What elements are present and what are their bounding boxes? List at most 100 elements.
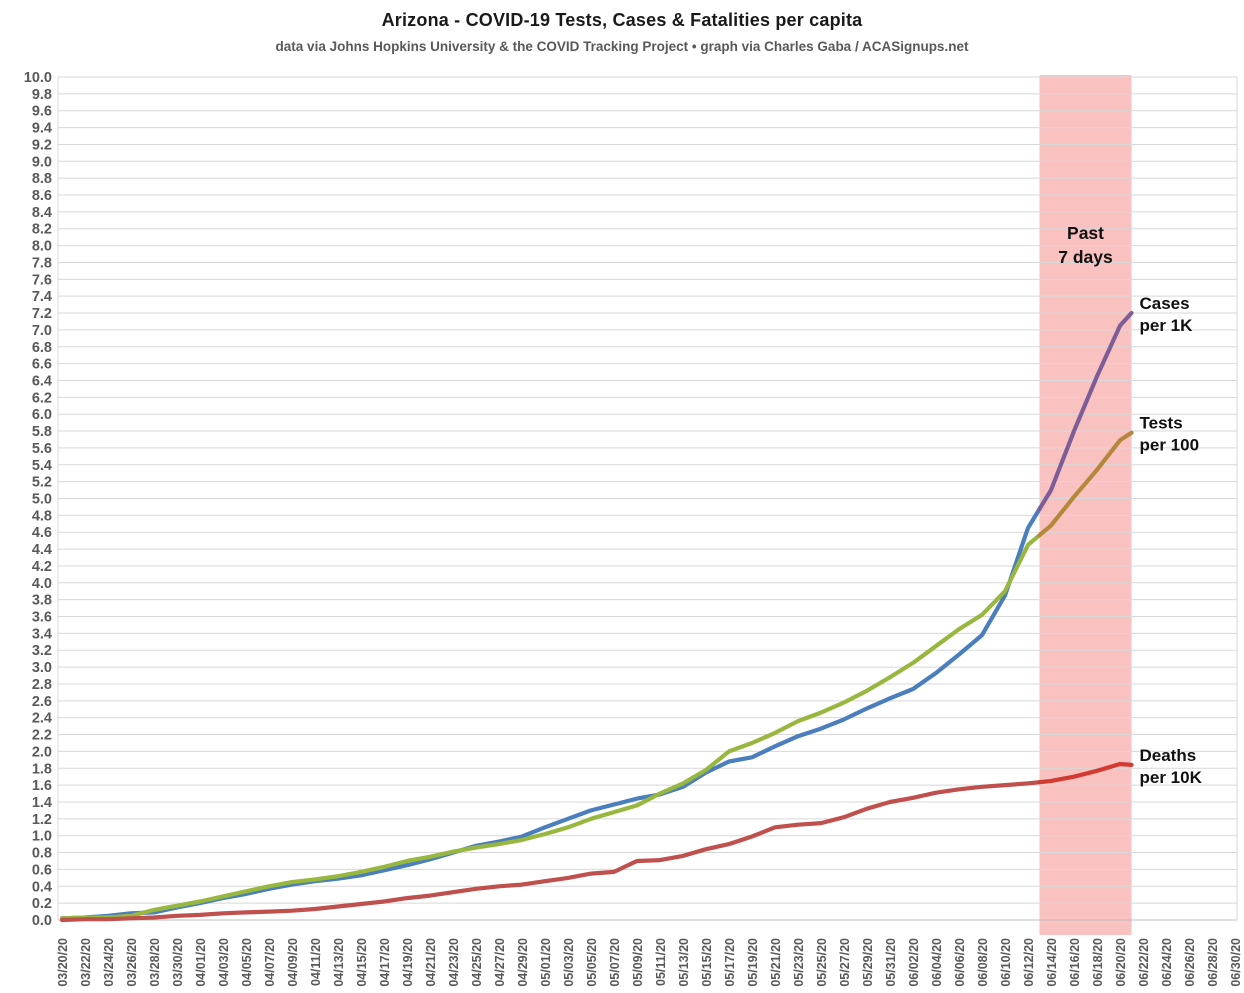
y-axis-label: 4.2 [32, 559, 52, 575]
y-axis-label: 4.8 [32, 508, 52, 524]
x-axis-label: 05/25/20 [815, 938, 829, 987]
highlight-band-label: Past 7 days [1058, 223, 1113, 267]
x-axis-label: 04/29/20 [516, 938, 530, 987]
y-axis-label: 5.8 [32, 424, 52, 440]
x-axis-label: 04/05/20 [240, 938, 254, 987]
x-axis-label: 05/11/20 [654, 938, 668, 986]
y-axis-label: 9.2 [32, 137, 52, 153]
y-axis-label: 6.2 [32, 390, 52, 406]
x-axis-label: 04/15/20 [355, 938, 369, 987]
y-axis-label: 8.0 [32, 239, 52, 255]
y-axis-label: 3.8 [32, 593, 52, 609]
x-axis-label: 06/24/20 [1160, 938, 1174, 987]
x-axis-label: 04/23/20 [447, 938, 461, 987]
y-axis-label: 1.0 [32, 829, 52, 845]
x-axis-label: 05/23/20 [792, 938, 806, 987]
series-line-cases [59, 506, 1042, 921]
x-axis-label: 04/11/20 [309, 938, 323, 986]
x-axis-label: 05/19/20 [746, 938, 760, 987]
x-axis-label: 06/26/20 [1183, 938, 1197, 987]
y-axis-label: 6.8 [32, 340, 52, 356]
y-axis-label: 3.2 [32, 643, 52, 659]
y-axis-label: 4.0 [32, 576, 52, 592]
y-axis-label: 2.2 [32, 728, 52, 744]
y-axis-label: 1.4 [32, 795, 52, 811]
y-axis-label: 2.6 [32, 694, 52, 710]
y-axis-label: 0.0 [32, 913, 52, 929]
x-axis-label: 03/26/20 [125, 938, 139, 987]
x-axis-label: 03/20/20 [56, 938, 70, 987]
y-axis-label: 9.0 [32, 154, 52, 170]
x-axis-label: 05/13/20 [677, 938, 691, 987]
x-axis-label: 06/20/20 [1114, 938, 1128, 987]
x-axis-label: 06/22/20 [1137, 938, 1151, 987]
y-axis-label: 7.8 [32, 255, 52, 271]
y-axis-label: 3.0 [32, 660, 52, 676]
y-axis-label: 3.6 [32, 610, 52, 626]
y-axis-label: 2.8 [32, 677, 52, 693]
y-axis-label: 8.4 [32, 205, 52, 221]
x-axis-label: 05/07/20 [608, 938, 622, 987]
series-label-tests: Tests per 100 [1140, 414, 1200, 455]
y-axis-label: 0.4 [32, 879, 52, 895]
y-axis-label: 5.0 [32, 492, 52, 508]
series-label-deaths: Deaths per 10K [1140, 746, 1203, 787]
x-axis-label: 06/10/20 [999, 938, 1013, 987]
x-axis-label: 06/06/20 [953, 938, 967, 987]
y-axis-label: 9.4 [32, 121, 52, 137]
y-axis-label: 7.0 [32, 323, 52, 339]
x-axis-label: 05/03/20 [562, 938, 576, 987]
y-axis-label: 5.4 [32, 458, 52, 474]
series-line-tests [59, 533, 1042, 921]
x-axis-label: 05/21/20 [769, 938, 783, 987]
series-label-cases: Cases per 1K [1140, 294, 1194, 335]
y-axis-label: 6.4 [32, 373, 52, 389]
y-axis-label: 1.2 [32, 812, 52, 828]
x-axis-label: 06/12/20 [1022, 938, 1036, 987]
y-axis-label: 0.8 [32, 846, 52, 862]
x-axis-label: 03/24/20 [102, 938, 116, 987]
x-axis-label: 04/17/20 [378, 938, 392, 987]
x-axis-label: 04/07/20 [263, 938, 277, 987]
y-axis-label: 4.4 [32, 542, 52, 558]
chart-subtitle: data via Johns Hopkins University & the … [275, 39, 969, 54]
y-axis-label: 7.2 [32, 306, 52, 322]
x-axis-label: 05/29/20 [861, 938, 875, 987]
series-line-deaths-recent [1037, 761, 1134, 785]
series-line-cases-recent [1037, 310, 1134, 512]
y-axis-label: 8.6 [32, 188, 52, 204]
x-axis-label: 06/08/20 [976, 938, 990, 987]
x-axis-label: 05/15/20 [700, 938, 714, 987]
x-axis-label: 03/22/20 [79, 938, 93, 987]
x-axis-label: 04/27/20 [493, 938, 507, 987]
series-line-tests-recent [1037, 430, 1134, 538]
y-axis-label: 9.6 [32, 104, 52, 120]
x-axis-label: 06/14/20 [1045, 938, 1059, 987]
y-axis-label: 5.6 [32, 441, 52, 457]
x-axis-label: 06/04/20 [930, 938, 944, 987]
x-axis-label: 05/17/20 [723, 938, 737, 987]
y-axis-label: 0.6 [32, 862, 52, 878]
y-axis-label: 2.0 [32, 744, 52, 760]
x-axis-label: 04/25/20 [470, 938, 484, 987]
highlight-band [1039, 75, 1132, 935]
x-axis-label: 04/21/20 [424, 938, 438, 987]
x-axis-label: 05/05/20 [585, 938, 599, 987]
x-axis-label: 06/02/20 [907, 938, 921, 987]
x-axis-label: 03/30/20 [171, 938, 185, 987]
x-axis-label: 05/31/20 [884, 938, 898, 987]
y-axis-label: 0.2 [32, 896, 52, 912]
y-axis-label: 2.4 [32, 711, 52, 727]
x-axis-label: 04/09/20 [286, 938, 300, 987]
y-axis-label: 3.4 [32, 626, 52, 642]
x-axis-label: 06/16/20 [1068, 938, 1082, 987]
y-axis-label: 8.8 [32, 171, 52, 187]
y-axis-label: 4.6 [32, 525, 52, 541]
y-axis-label: 1.8 [32, 761, 52, 777]
x-axis-label: 04/13/20 [332, 938, 346, 987]
x-axis-label: 05/01/20 [539, 938, 553, 987]
x-axis-label: 04/03/20 [217, 938, 231, 987]
y-axis-label: 1.6 [32, 778, 52, 794]
chart-title: Arizona - COVID-19 Tests, Cases & Fatali… [381, 10, 863, 30]
